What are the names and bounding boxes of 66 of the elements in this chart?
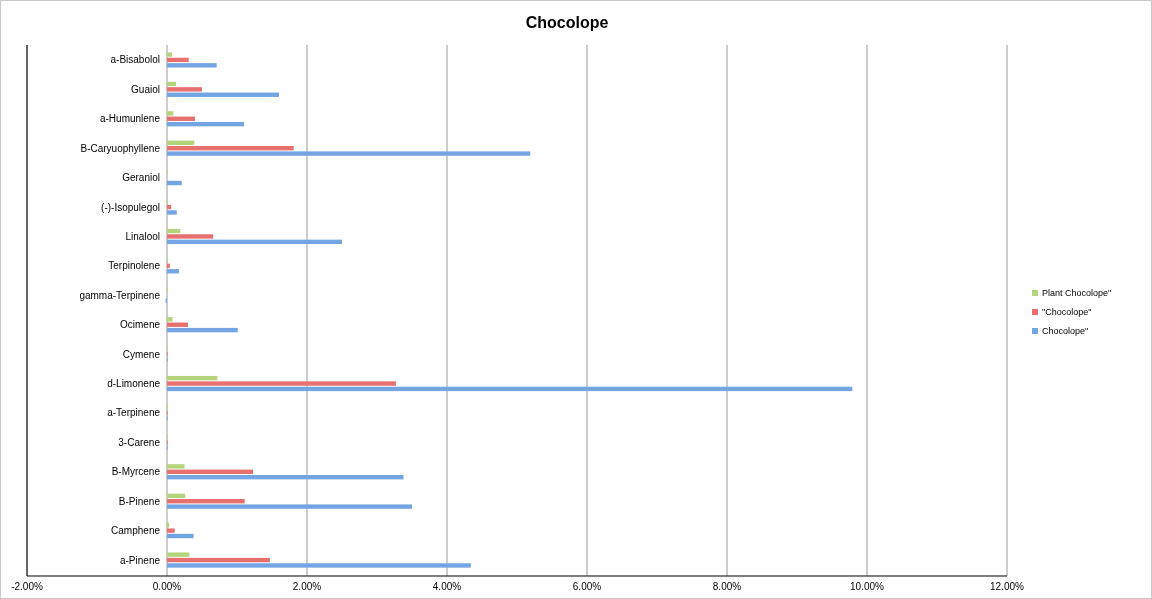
x-tick-label: 4.00%	[432, 581, 462, 592]
y-tick-label: a-Pinene	[119, 554, 161, 566]
bar	[167, 92, 279, 97]
bar	[167, 63, 217, 68]
bar	[167, 116, 195, 121]
y-tick-label: B-Caryuophyllene	[80, 142, 161, 154]
y-tick-label: Ocimene	[119, 319, 161, 331]
bar	[167, 386, 853, 392]
bar	[167, 563, 471, 568]
bar	[167, 493, 186, 499]
bar	[167, 528, 175, 533]
bar	[167, 121, 244, 127]
bar	[167, 469, 254, 474]
bar	[167, 140, 195, 145]
y-tick-label: d-Limonene	[107, 378, 161, 390]
bar	[167, 151, 531, 156]
bar	[167, 381, 396, 386]
bar	[167, 239, 342, 245]
bar	[167, 375, 218, 381]
chart-title: Chocolope	[525, 14, 609, 31]
y-tick-label: Guaiol	[131, 83, 160, 95]
bar	[167, 180, 182, 186]
legend-label: Chocolope"	[1042, 326, 1089, 336]
x-tick-label: 10.00%	[850, 581, 885, 592]
bar	[167, 475, 404, 480]
bar	[167, 52, 172, 57]
bar	[167, 263, 170, 269]
bar	[167, 269, 179, 274]
x-tick-label: 0.00%	[152, 581, 182, 592]
y-tick-label: Cymene	[122, 348, 161, 360]
bar	[167, 210, 177, 215]
x-tick-label: 8.00%	[712, 581, 742, 592]
bar	[167, 146, 294, 151]
y-tick-label: (-)-Isopulegol	[101, 201, 160, 213]
legend-label: Plant Chocolope"	[1042, 288, 1112, 298]
y-tick-label: Geraniol	[122, 172, 160, 184]
y-tick-label: B-Myrcene	[111, 466, 161, 478]
y-tick-label: gamma-Terpinene	[79, 289, 161, 301]
y-tick-label: 3-Carene	[118, 436, 161, 448]
y-tick-label: a-Bisabolol	[110, 54, 160, 66]
bar	[167, 464, 185, 469]
bar	[167, 234, 214, 239]
y-tick-label: Camphene	[111, 525, 161, 537]
x-tick-label: 6.00%	[572, 581, 602, 592]
y-tick-label: a-Humunlene	[99, 113, 161, 125]
y-tick-label: Linalool	[125, 230, 160, 242]
bar	[167, 533, 194, 539]
bar	[167, 557, 270, 563]
legend-label: "Chocolope"	[1042, 307, 1092, 317]
y-tick-label: Terpinolene	[108, 260, 161, 272]
bar	[167, 504, 412, 509]
bar	[167, 327, 238, 333]
x-tick-label: -2.00%	[11, 581, 43, 592]
x-tick-label: 12.00%	[990, 581, 1025, 592]
y-tick-label: B-Pinene	[118, 495, 161, 507]
x-tick-label: 2.00%	[292, 581, 322, 592]
bar	[167, 322, 188, 327]
bar	[167, 499, 245, 504]
bar	[167, 81, 177, 87]
bar	[167, 317, 173, 322]
bar	[167, 228, 181, 234]
bar	[167, 552, 190, 557]
bar	[167, 111, 174, 116]
y-tick-label: a-Terpinene	[107, 407, 161, 419]
bar	[167, 57, 189, 63]
bar	[167, 87, 202, 92]
